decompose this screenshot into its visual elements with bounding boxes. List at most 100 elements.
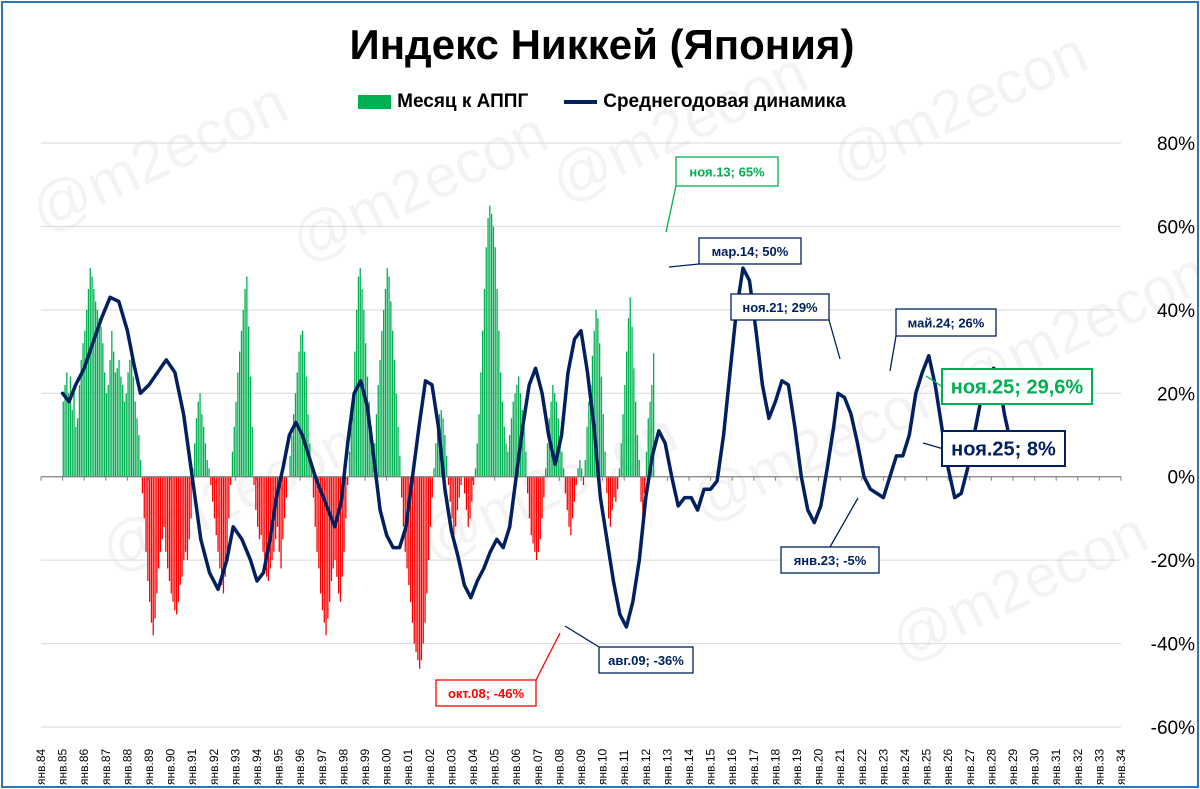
bar [482,330,484,477]
annotation-pointer [925,375,943,388]
bar [408,476,410,586]
bar [420,476,423,661]
x-tick-label: янв.29 [1006,748,1020,785]
annotation-label: ноя.13; 65% [689,165,765,180]
bar [611,476,613,511]
bar [460,476,462,486]
bar [93,289,95,477]
x-tick-label: янв.23 [876,748,890,785]
x-tick-label: янв.88 [120,748,134,785]
bar [343,476,345,552]
bar [330,476,333,581]
annotation-box [780,546,880,574]
bar [204,443,207,477]
bar [300,334,302,477]
bar [100,326,102,477]
x-tick-label: янв.99 [358,748,372,785]
bar [201,414,203,477]
bar [217,476,219,552]
bar [554,393,556,477]
bar [208,468,210,477]
bar [140,460,142,477]
bar [323,476,325,623]
bar [352,393,354,477]
bar [222,476,225,594]
bar [302,330,304,477]
bar [87,289,90,477]
bar [78,384,81,477]
x-tick-label: янв.12 [639,748,653,785]
bar [359,268,361,477]
bar-series [62,205,655,669]
bar [595,309,597,477]
bar [107,384,109,477]
bar [536,476,538,561]
watermark-text: @m2econ [540,38,817,215]
bar [590,384,592,477]
bar [564,476,567,494]
bar [285,476,288,498]
bar [609,476,612,527]
bar [469,476,471,519]
bar [518,376,520,477]
bar [291,435,293,477]
bar [199,393,201,477]
line-series [60,266,1026,629]
bar [444,435,446,477]
bar [150,476,153,623]
bar [111,330,113,477]
bar [194,443,196,477]
bar [573,476,576,502]
bar [516,384,518,477]
bar [188,476,190,540]
bar [458,476,460,498]
bar [503,426,505,477]
bar [489,205,491,477]
bar [298,351,300,477]
annotation-pointer [668,263,700,268]
bar [388,276,390,477]
bar [649,401,651,477]
bar [627,318,630,477]
annotation-pointer [535,632,561,681]
bar [347,476,349,486]
bar [233,426,235,477]
legend-swatch-bars [358,95,392,109]
bar [320,476,322,594]
bar [435,443,437,477]
bar [465,476,468,511]
bar [190,476,192,519]
y-tick-label: -20% [1151,551,1195,572]
bar [600,376,603,477]
bar [386,268,388,477]
bar [318,476,320,569]
watermark-text: @m2econ [820,18,1097,195]
bar [451,476,453,519]
bar [539,476,541,540]
bar [86,309,88,477]
bar [500,372,502,477]
bar [177,476,180,602]
bar [514,393,516,477]
bar [269,476,271,569]
bar [339,476,342,602]
bar [638,460,640,477]
bar [249,376,252,477]
watermark-text: @m2econ [880,498,1157,675]
bar [617,476,619,490]
bar [597,318,599,477]
x-tick-label: янв.25 [920,748,934,785]
bar [235,401,237,477]
bar [577,468,579,477]
x-tick-label: янв.13 [660,748,674,785]
bar [203,426,205,477]
bar [474,468,477,477]
bar [156,476,158,594]
bar [393,359,396,477]
bar [413,476,415,644]
bar [104,372,106,477]
bar [213,476,216,519]
x-tick-label: янв.03 [444,748,458,785]
bar [620,443,622,477]
watermark-layer: @m2econ@m2econ@m2econ@m2econ@m2econ@m2ec… [20,18,1197,675]
